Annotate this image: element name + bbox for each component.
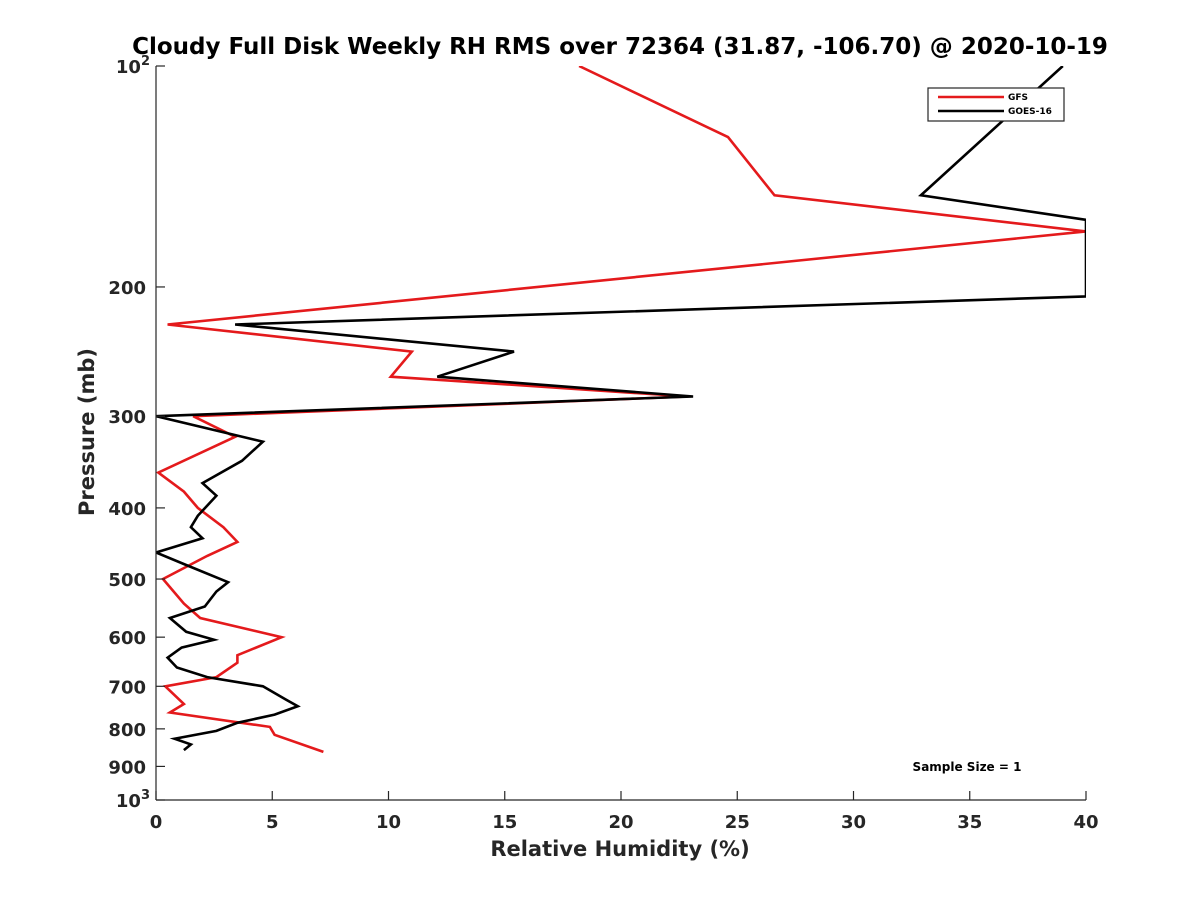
y-tick-label: 300: [108, 407, 146, 428]
y-tick-label: 500: [108, 570, 146, 591]
series-line-gfs: [156, 66, 1086, 754]
y-tick-label: 103: [116, 788, 150, 812]
y-axis-label: Pressure (mb): [75, 348, 99, 516]
sample-size-annotation: Sample Size = 1: [913, 760, 1022, 774]
legend-label-gfs: GFS: [1008, 93, 1028, 103]
tick-labels: 0 5 10 15 20 25 30 35 40 102 200 300 400 500 600 700 800…: [108, 54, 1098, 833]
legend-box: [927, 87, 1065, 122]
y-tick-label: 102: [116, 54, 150, 78]
y-tick-label: 900: [108, 757, 146, 778]
legend: GFS GOES-16: [927, 87, 1065, 122]
x-tick-label: 15: [492, 812, 517, 833]
x-tick-label: 0: [150, 812, 163, 833]
axes: [155, 65, 1087, 801]
x-axis-label: Relative Humidity (%): [490, 837, 749, 861]
chart-title: Cloudy Full Disk Weekly RH RMS over 7236…: [132, 34, 1108, 60]
y-tick-label: 200: [108, 278, 146, 299]
x-tick-label: 20: [608, 812, 633, 833]
y-tick-label: 600: [108, 628, 146, 649]
x-tick-label: 25: [725, 812, 750, 833]
x-tick-label: 40: [1073, 812, 1098, 833]
x-tick-label: 10: [376, 812, 401, 833]
y-tick-label: 700: [108, 677, 146, 698]
legend-label-goes-16: GOES-16: [1008, 107, 1052, 117]
x-tick-label: 5: [266, 812, 279, 833]
series-line-goes-16: [156, 66, 1086, 752]
series-layer: [156, 66, 1086, 754]
y-tick-label: 400: [108, 499, 146, 520]
y-tick-label: 800: [108, 720, 146, 741]
x-tick-label: 35: [957, 812, 982, 833]
x-tick-label: 30: [841, 812, 866, 833]
